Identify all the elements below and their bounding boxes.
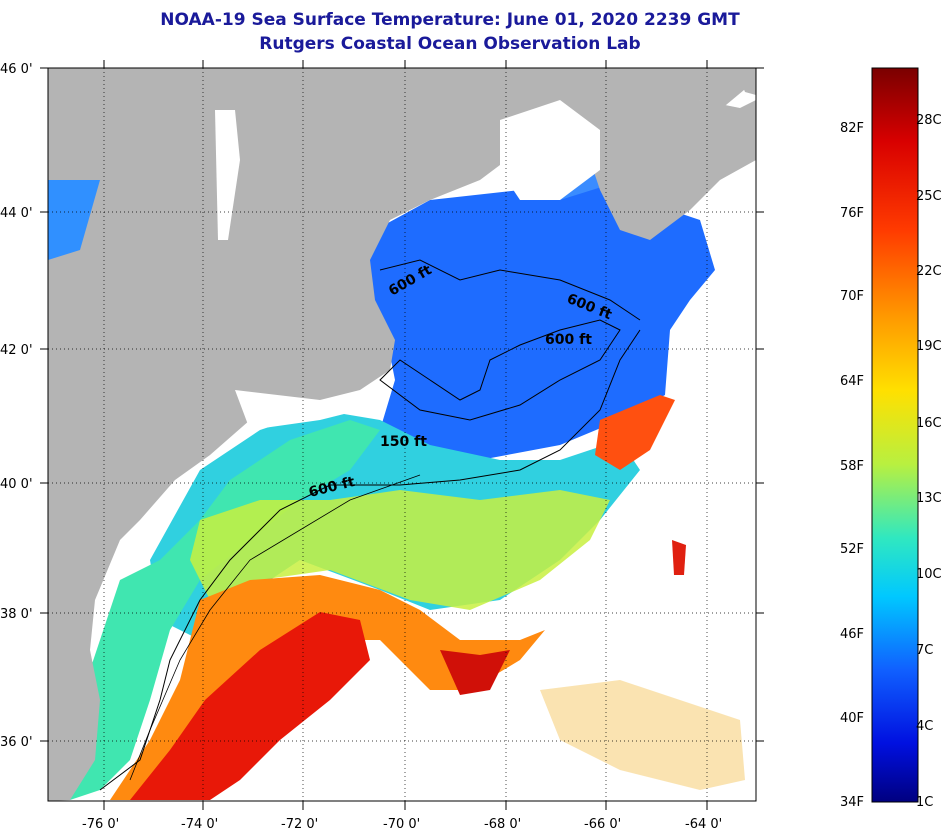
colorbar-label-f: 76F	[840, 206, 864, 221]
colorbar-label-f: 52F	[840, 542, 864, 557]
map-border	[47, 67, 757, 802]
colorbar-label-c: 10C	[916, 567, 942, 582]
contour-600ft	[99, 329, 641, 791]
cloud-patch-adirondack	[215, 110, 240, 240]
lat-label: 40 0'	[0, 477, 33, 492]
map-title: NOAA-19 Sea Surface Temperature: June 01…	[160, 10, 740, 30]
lake-water	[48, 180, 100, 260]
colorbar-label-c: 28C	[916, 113, 942, 128]
coastal-water	[70, 420, 380, 800]
colorbar-label-c: 1C	[916, 795, 933, 810]
scattered-warm-pixels	[540, 680, 745, 790]
cold-water-region	[360, 170, 715, 460]
axis-ticks	[40, 60, 764, 810]
map-subtitle: Rutgers Coastal Ocean Observation Lab	[259, 34, 641, 54]
colorbar-label-f: 46F	[840, 627, 864, 642]
colorbar-label-c: 4C	[916, 719, 933, 734]
colorbar-label-c: 7C	[916, 643, 933, 658]
lon-label: -70 0'	[383, 817, 420, 832]
contour-gulf-maine	[379, 259, 641, 321]
lat-label: 42 0'	[0, 343, 33, 358]
colorbar-label-f: 40F	[840, 711, 864, 726]
gulf-stream-core	[130, 612, 370, 800]
colorbar-gradient	[871, 67, 919, 803]
colorbar-label-c: 19C	[916, 339, 942, 354]
land-cape-breton	[740, 72, 756, 95]
colorbar-label-f: 70F	[840, 289, 864, 304]
colorbar-label-c: 25C	[916, 189, 942, 204]
lat-label: 44 0'	[0, 206, 33, 221]
warm-patch	[672, 540, 686, 575]
land-nova-scotia	[580, 100, 756, 240]
colorbar-label-f: 64F	[840, 374, 864, 389]
lon-label: -64 0'	[685, 817, 722, 832]
temperature-colorbar: 82F 76F 70F 64F 58F 52F 46F 40F 34F 28C …	[840, 67, 942, 810]
cloud-patch-long-island	[235, 390, 360, 430]
lat-label: 38 0'	[0, 607, 33, 622]
contour-label-c: 600 ft	[545, 332, 592, 348]
lon-label: -68 0'	[484, 817, 521, 832]
frontal-water	[190, 490, 610, 610]
warm-filament	[595, 395, 675, 470]
colorbar-label-f: 82F	[840, 121, 864, 136]
warm-eddy	[440, 650, 510, 695]
contour-150ft	[129, 474, 421, 781]
colorbar-label-f: 34F	[840, 795, 864, 810]
warm-water	[110, 575, 545, 800]
colorbar-label-c: 16C	[916, 416, 942, 431]
contour-georges-bank	[379, 319, 621, 421]
lat-label: 36 0'	[0, 735, 33, 750]
colorbar-label-f: 58F	[840, 459, 864, 474]
contour-label-d: 150 ft	[380, 434, 427, 450]
lon-label: -76 0'	[82, 817, 119, 832]
colorbar-label-c: 22C	[916, 264, 942, 279]
lon-label: -66 0'	[584, 817, 621, 832]
lat-label: 46 0'	[0, 62, 33, 77]
colorbar-label-c: 13C	[916, 491, 942, 506]
cloud-patch-maine	[500, 100, 600, 200]
lon-label: -72 0'	[281, 817, 318, 832]
land-mainland	[48, 68, 756, 801]
lon-label: -74 0'	[181, 817, 218, 832]
